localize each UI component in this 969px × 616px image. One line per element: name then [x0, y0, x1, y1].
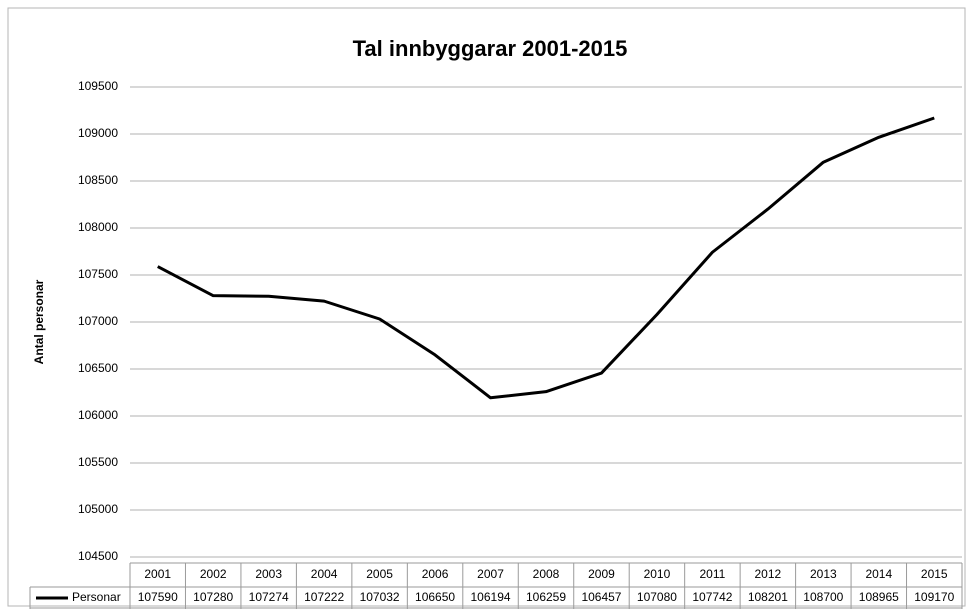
chart-title: Tal innbyggarar 2001-2015: [353, 36, 628, 61]
x-tick-label: 2010: [644, 567, 671, 581]
table-value: 107222: [304, 590, 344, 604]
table-value: 106650: [415, 590, 455, 604]
y-tick-label: 109000: [78, 126, 118, 140]
y-tick-label: 106500: [78, 361, 118, 375]
legend-label: Personar: [72, 590, 121, 604]
x-tick-label: 2004: [311, 567, 338, 581]
table-value: 107080: [637, 590, 677, 604]
y-tick-label: 107500: [78, 267, 118, 281]
y-tick-label: 108500: [78, 173, 118, 187]
table-value: 107742: [692, 590, 732, 604]
x-tick-label: 2002: [200, 567, 227, 581]
x-tick-label: 2013: [810, 567, 837, 581]
y-axis-label: Antal personar: [32, 279, 46, 364]
x-tick-label: 2003: [255, 567, 282, 581]
series-line: [157, 116, 935, 400]
table-value: 106457: [581, 590, 621, 604]
table-value: 107590: [138, 590, 178, 604]
table-value: 107280: [193, 590, 233, 604]
table-value: 109170: [914, 590, 954, 604]
y-tick-label: 105500: [78, 455, 118, 469]
x-tick-label: 2009: [588, 567, 615, 581]
x-tick-label: 2007: [477, 567, 504, 581]
chart-border: [7, 7, 966, 607]
x-tick-label: 2015: [921, 567, 948, 581]
y-tick-label: 104500: [78, 549, 118, 563]
x-tick-label: 2012: [755, 567, 782, 581]
x-tick-label: 2014: [865, 567, 892, 581]
table-value: 106194: [471, 590, 511, 604]
y-tick-label: 107000: [78, 314, 118, 328]
x-tick-label: 2001: [144, 567, 171, 581]
x-tick-label: 2011: [699, 567, 725, 581]
y-tick-label: 106000: [78, 408, 118, 422]
x-tick-label: 2008: [533, 567, 560, 581]
y-tick-label: 109500: [78, 79, 118, 93]
table-value: 106259: [526, 590, 566, 604]
table-value: 108201: [748, 590, 788, 604]
table-value: 108965: [859, 590, 899, 604]
table-value: 108700: [803, 590, 843, 604]
x-tick-label: 2006: [422, 567, 449, 581]
y-tick-label: 108000: [78, 220, 118, 234]
x-tick-label: 2005: [366, 567, 393, 581]
table-value: 107274: [249, 590, 289, 604]
table-value: 107032: [360, 590, 400, 604]
y-tick-label: 105000: [78, 502, 118, 516]
